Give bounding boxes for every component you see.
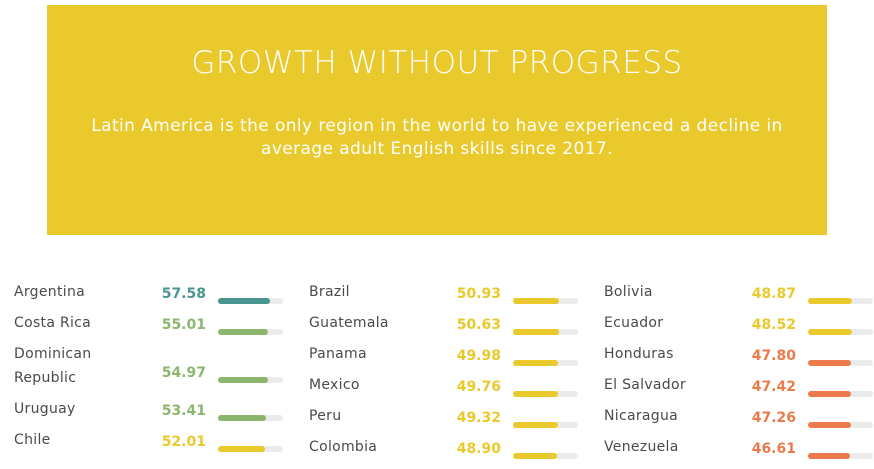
title-banner: GROWTH WITHOUT PROGRESS Latin America is… (47, 5, 827, 235)
country-label: Chile (14, 432, 51, 448)
country-label: Honduras (604, 346, 674, 362)
country-row: Panama 49.98 (309, 342, 579, 373)
score-bar (513, 391, 558, 397)
country-label: Mexico (309, 377, 360, 393)
country-label: Bolivia (604, 284, 653, 300)
country-row: El Salvador 47.42 (604, 373, 874, 404)
country-row: Costa Rica 55.01 (14, 311, 284, 342)
score-label: 47.80 (751, 348, 796, 364)
score-bar (218, 329, 268, 335)
country-label: Venezuela (604, 439, 679, 455)
score-label: 48.87 (751, 286, 796, 302)
score-bar-track (808, 422, 873, 428)
country-row: Colombia 48.90 (309, 435, 579, 466)
score-bar (513, 453, 557, 459)
score-bar (513, 360, 558, 366)
score-bar (218, 377, 268, 383)
score-bar-track (218, 377, 283, 383)
score-bar (513, 329, 559, 335)
score-bar-track (513, 453, 578, 459)
score-label: 46.61 (751, 441, 796, 457)
country-row: Ecuador 48.52 (604, 311, 874, 342)
country-row: Dominican Republic 54.97 (14, 342, 284, 397)
score-bar (513, 298, 559, 304)
score-bar-track (218, 446, 283, 452)
country-scores-chart: Argentina 57.58 Costa Rica 55.01 Dominican R… (0, 280, 874, 469)
country-label: Uruguay (14, 401, 76, 417)
country-label: Guatemala (309, 315, 389, 331)
banner-title: GROWTH WITHOUT PROGRESS (191, 45, 683, 81)
score-bar (808, 329, 852, 335)
score-bar-track (513, 329, 578, 335)
score-bar-track (808, 453, 873, 459)
country-label: Argentina (14, 284, 85, 300)
score-bar (513, 422, 558, 428)
score-bar-track (513, 422, 578, 428)
country-label: Dominican Republic (14, 346, 92, 386)
score-label: 55.01 (161, 317, 206, 333)
country-label: Nicaragua (604, 408, 679, 424)
country-label: Ecuador (604, 315, 664, 331)
score-bar (808, 360, 851, 366)
country-row: Venezuela 46.61 (604, 435, 874, 466)
score-label: 50.63 (456, 317, 501, 333)
score-bar-track (513, 298, 578, 304)
score-label: 49.98 (456, 348, 501, 364)
score-label: 49.76 (456, 379, 501, 395)
country-row: Nicaragua 47.26 (604, 404, 874, 435)
country-row: Chile 52.01 (14, 428, 284, 459)
score-label: 50.93 (456, 286, 501, 302)
score-label: 54.97 (161, 365, 206, 381)
country-row: Peru 49.32 (309, 404, 579, 435)
score-bar (218, 415, 266, 421)
country-row: Bolivia 48.87 (604, 280, 874, 311)
country-label: Costa Rica (14, 315, 92, 331)
score-bar-track (808, 360, 873, 366)
score-label: 57.58 (161, 286, 206, 302)
score-label: 53.41 (161, 403, 206, 419)
country-label: Panama (309, 346, 367, 362)
score-bar-track (808, 391, 873, 397)
score-bar (808, 422, 851, 428)
score-label: 49.32 (456, 410, 501, 426)
country-label: Colombia (309, 439, 378, 455)
score-bar (808, 298, 852, 304)
score-bar-track (218, 415, 283, 421)
score-bar-track (808, 298, 873, 304)
score-label: 47.26 (751, 410, 796, 426)
score-bar-track (218, 298, 283, 304)
score-bar (218, 298, 270, 304)
country-row: Mexico 49.76 (309, 373, 579, 404)
country-row: Argentina 57.58 (14, 280, 284, 311)
country-label: El Salvador (604, 377, 686, 393)
score-label: 52.01 (161, 434, 206, 450)
country-label: Peru (309, 408, 342, 424)
score-label: 47.42 (751, 379, 796, 395)
score-label: 48.52 (751, 317, 796, 333)
score-label: 48.90 (456, 441, 501, 457)
country-row: Brazil 50.93 (309, 280, 579, 311)
score-bar-track (513, 391, 578, 397)
score-bar (808, 391, 851, 397)
banner-subtitle: Latin America is the only region in the … (91, 116, 783, 159)
country-row: Honduras 47.80 (604, 342, 874, 373)
score-bar-track (513, 360, 578, 366)
country-label: Brazil (309, 284, 350, 300)
score-bar (218, 446, 265, 452)
score-bar-track (808, 329, 873, 335)
country-row: Uruguay 53.41 (14, 397, 284, 428)
country-row: Guatemala 50.63 (309, 311, 579, 342)
score-bar-track (218, 329, 283, 335)
score-bar (808, 453, 850, 459)
